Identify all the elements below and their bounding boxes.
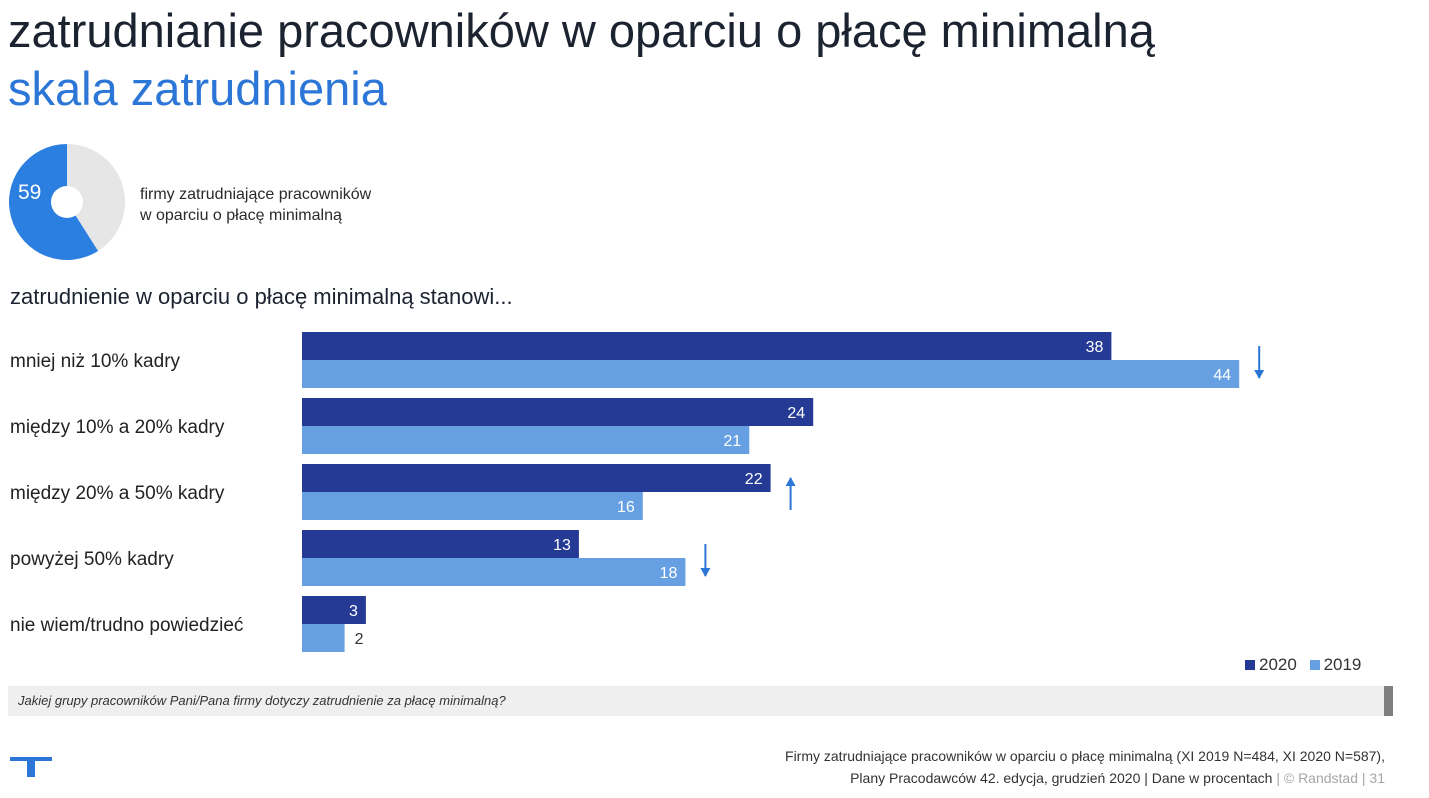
bar-2019 xyxy=(302,624,345,652)
legend-item-2020: 2020 xyxy=(1245,655,1297,674)
page-subtitle: skala zatrudnienia xyxy=(8,62,387,115)
data-label-2019: 2 xyxy=(355,631,364,648)
category-label: powyżej 50% kadry xyxy=(10,549,174,570)
bar-2020 xyxy=(302,596,366,624)
data-label-2020: 24 xyxy=(787,405,805,422)
arrow-down-icon xyxy=(1254,346,1265,379)
footer-line2: Plany Pracodawców 42. edycja, grudzień 2… xyxy=(850,770,1385,786)
bar-2019 xyxy=(302,492,643,520)
category-label: między 10% a 20% kadry xyxy=(10,417,225,438)
footer-separator: | xyxy=(1276,770,1280,786)
arrow-down-icon xyxy=(700,544,711,577)
arrow-up-icon xyxy=(785,477,796,510)
data-label-2020: 13 xyxy=(553,537,571,554)
bar-2020 xyxy=(302,332,1112,360)
bar-2020 xyxy=(302,530,579,558)
kpi-donut: 59 xyxy=(8,143,126,261)
chart-legend: 2020 2019 xyxy=(1237,655,1361,675)
question-bar: Jakiej grupy pracowników Pani/Pana firmy… xyxy=(8,686,1393,716)
footer-source: Firmy zatrudniające pracowników w oparci… xyxy=(785,745,1385,789)
data-label-2019: 16 xyxy=(617,499,635,516)
kpi-value: 59 xyxy=(18,181,42,204)
data-label-2020: 22 xyxy=(745,471,763,488)
kpi-caption-line1: firmy zatrudniające pracowników xyxy=(140,186,372,203)
chart-heading: zatrudnienie w oparciu o płacę minimalną… xyxy=(10,284,513,309)
footer-line1: Firmy zatrudniające pracowników w oparci… xyxy=(785,748,1385,764)
question-bar-accent xyxy=(1384,686,1393,716)
data-label-2020: 3 xyxy=(349,603,358,620)
footer-separator: | xyxy=(1361,770,1366,786)
page-number: 31 xyxy=(1369,770,1385,786)
bar-2020 xyxy=(302,398,814,426)
data-label-2019: 21 xyxy=(724,433,742,450)
donut-hole xyxy=(51,186,83,218)
data-label-2019: 44 xyxy=(1213,367,1231,384)
bar-2019 xyxy=(302,558,686,586)
bar-2019 xyxy=(302,426,750,454)
category-label: między 20% a 50% kadry xyxy=(10,483,225,504)
data-label-2020: 38 xyxy=(1086,339,1104,356)
legend-swatch-2019 xyxy=(1309,659,1320,670)
category-label: mniej niż 10% kadry xyxy=(10,351,181,372)
bar-2020 xyxy=(302,464,771,492)
page-title: zatrudnianie pracowników w oparciu o pła… xyxy=(8,4,1155,57)
bar-chart: mniej niż 10% kadry 38 44 między 10% a 20% … xyxy=(10,332,1265,652)
footer-brand: © Randstad xyxy=(1283,770,1358,786)
kpi-caption-line2: w oparciu o płacę minimalną xyxy=(140,207,342,224)
category-label: nie wiem/trudno powiedzieć xyxy=(10,615,243,636)
randstad-logo-icon xyxy=(8,756,54,780)
legend-item-2019: 2019 xyxy=(1309,655,1361,674)
survey-question: Jakiej grupy pracowników Pani/Pana firmy… xyxy=(18,693,506,708)
legend-swatch-2020 xyxy=(1245,659,1255,670)
bar-2019 xyxy=(302,360,1240,388)
donut-rest-segment xyxy=(67,144,126,251)
data-label-2019: 18 xyxy=(660,565,678,582)
kpi-caption: firmy zatrudniające pracowników w oparci… xyxy=(140,184,470,226)
